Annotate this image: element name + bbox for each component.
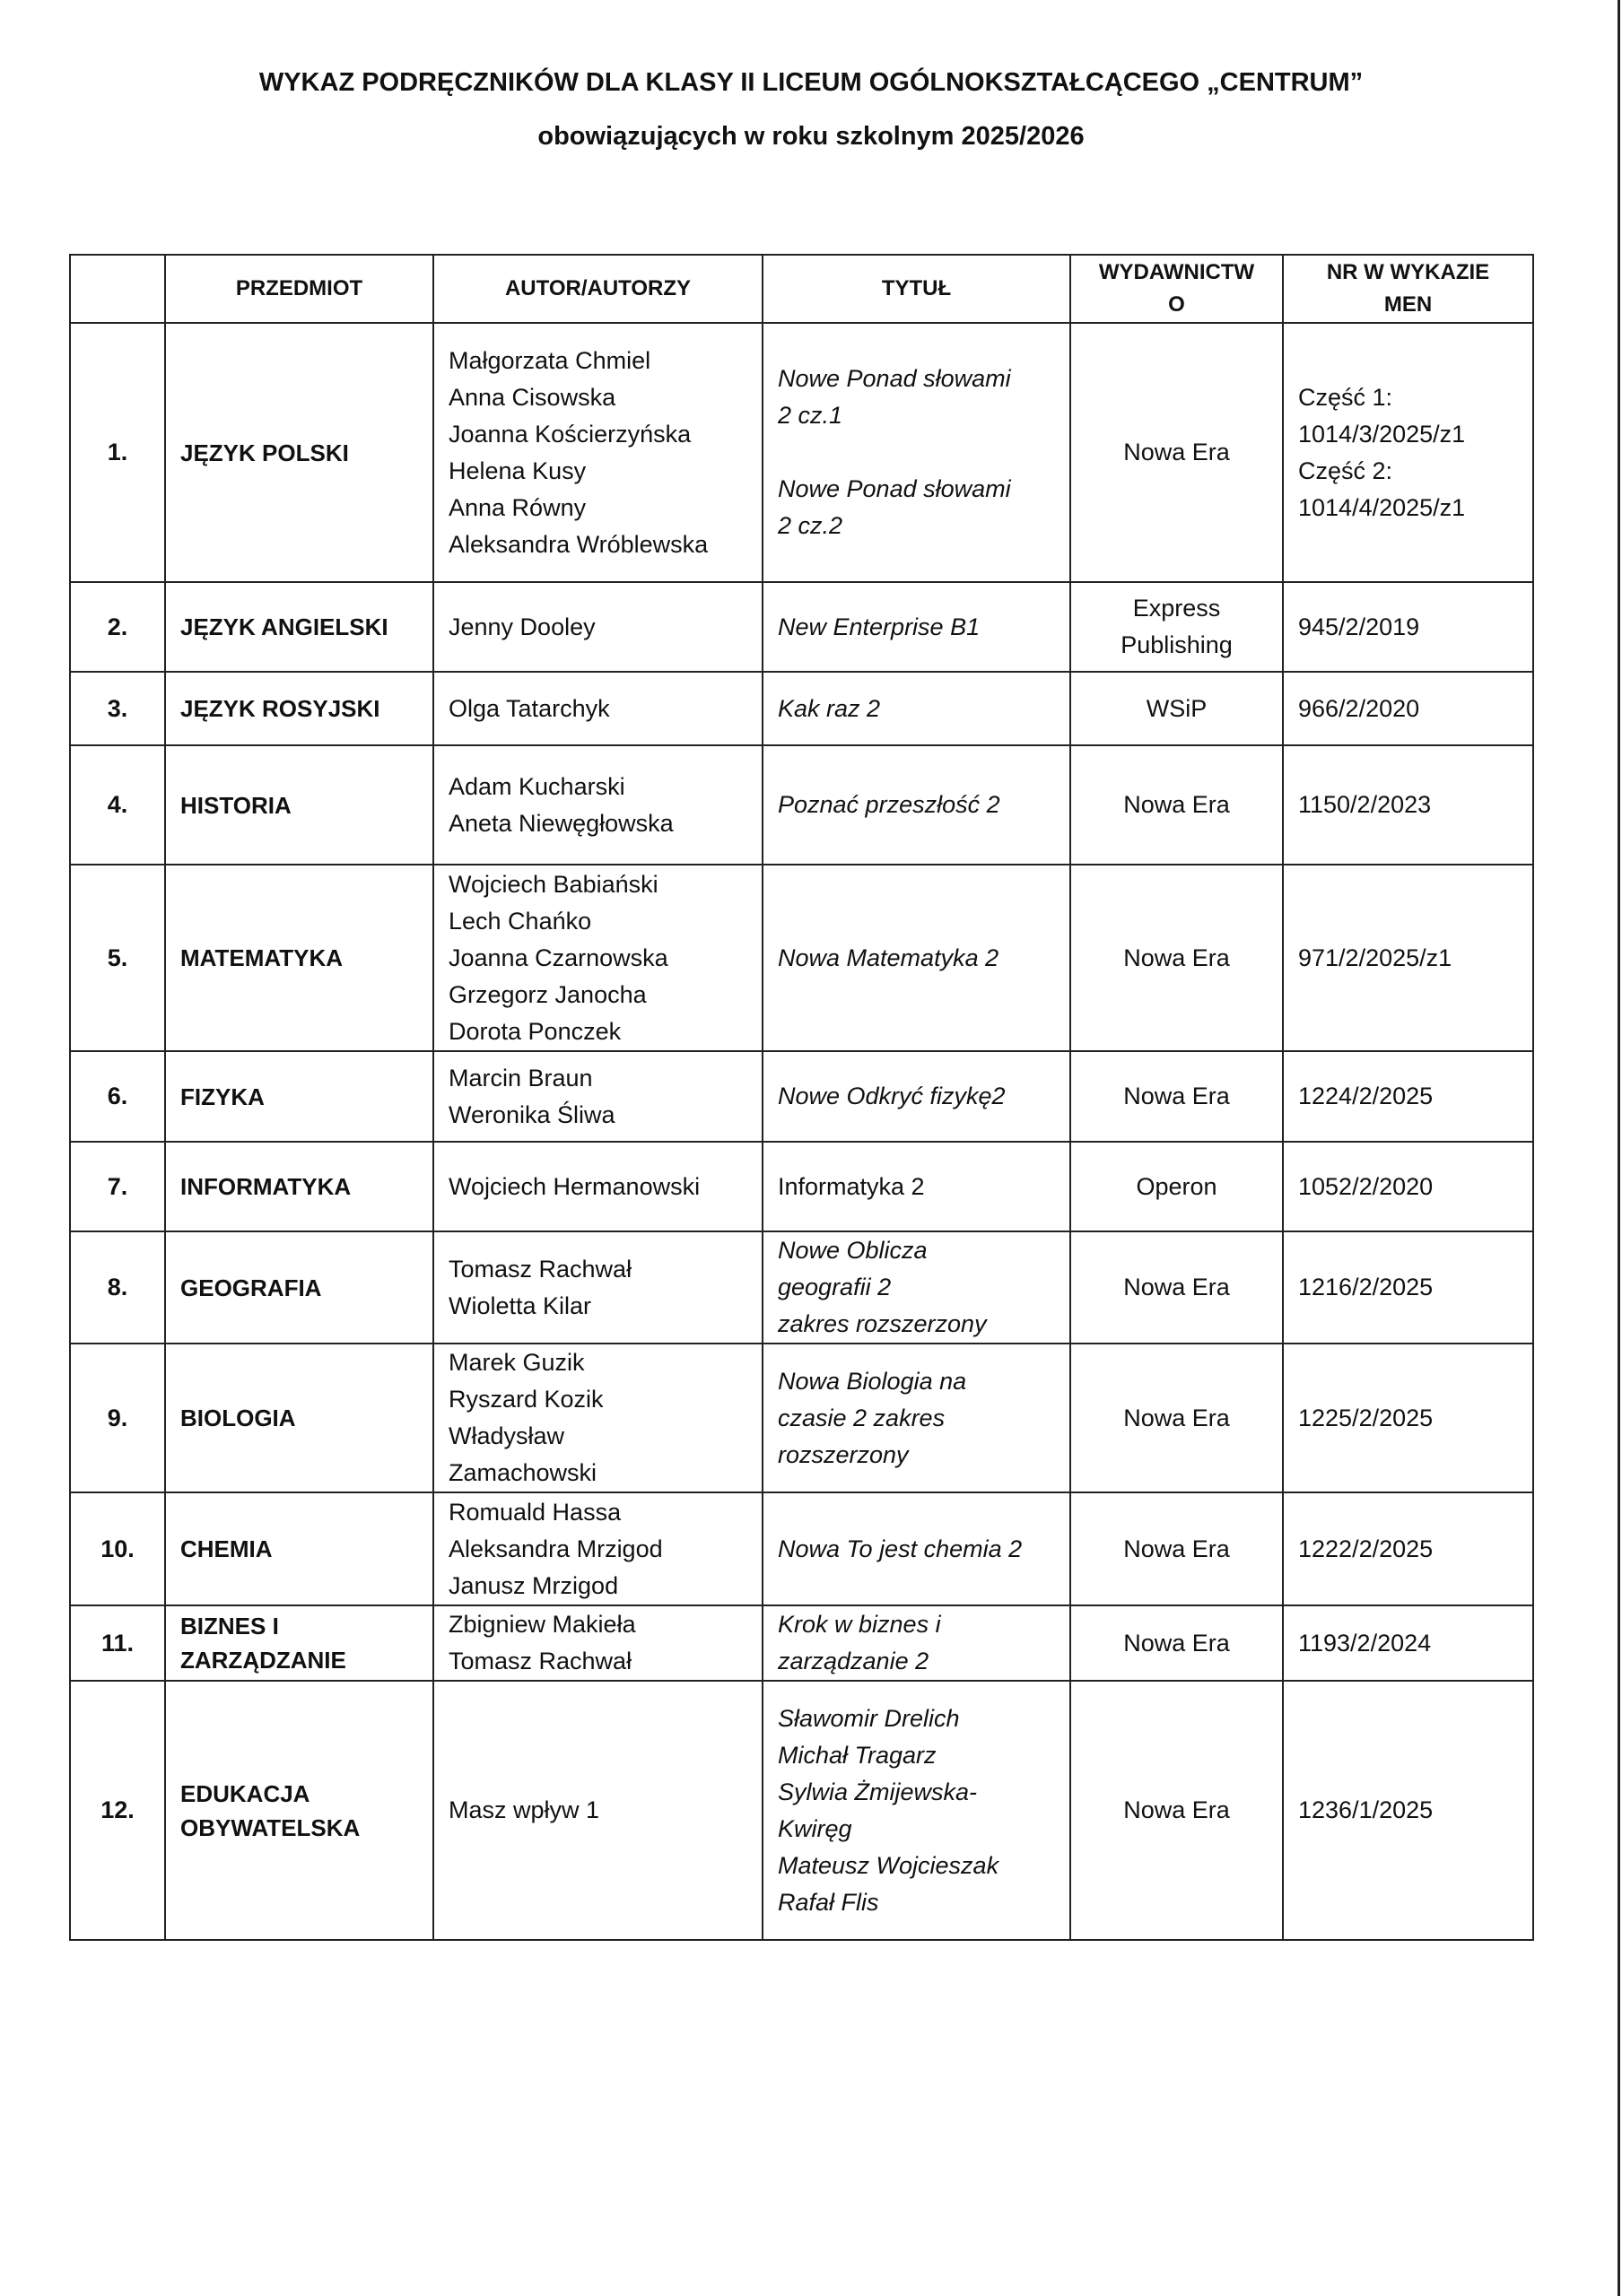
publisher-cell: Nowa Era <box>1069 1680 1284 1941</box>
men-number-cell: 1222/2/2025 <box>1282 1492 1534 1606</box>
title-cell: Informatyka 2 <box>762 1141 1071 1232</box>
subject-cell: MATEMATYKA <box>164 864 434 1052</box>
publisher-cell: Nowa Era <box>1069 1050 1284 1143</box>
title-cell: Nowe Odkryć fizykę2 <box>762 1050 1071 1143</box>
row-number: 3. <box>69 671 166 746</box>
publisher-cell: Express Publishing <box>1069 581 1284 673</box>
men-number-cell: Część 1: 1014/3/2025/z1 Część 2: 1014/4/… <box>1282 322 1534 583</box>
men-number-cell: 945/2/2019 <box>1282 581 1534 673</box>
title-cell: New Enterprise B1 <box>762 581 1071 673</box>
table-row: 5. MATEMATYKA Wojciech Babiański Lech Chań… <box>69 864 1534 1052</box>
authors-cell: Tomasz Rachwał Wioletta Kilar <box>432 1231 763 1344</box>
document-subtitle: obowiązujących w roku szkolnym 2025/2026 <box>537 122 1085 151</box>
row-number: 5. <box>69 864 166 1052</box>
authors-cell: Wojciech Babiański Lech Chańko Joanna Cz… <box>432 864 763 1052</box>
title-cell: Sławomir Drelich Michał Tragarz Sylwia Ż… <box>762 1680 1071 1941</box>
title-cell: Krok w biznes i zarządzanie 2 <box>762 1605 1071 1682</box>
title-cell: Nowa To jest chemia 2 <box>762 1492 1071 1606</box>
header-men-number: NR W WYKAZIE MEN <box>1282 254 1534 324</box>
publisher-cell: Nowa Era <box>1069 744 1284 865</box>
subject-cell: JĘZYK ROSYJSKI <box>164 671 434 746</box>
row-number: 11. <box>69 1605 166 1682</box>
men-number-cell: 1224/2/2025 <box>1282 1050 1534 1143</box>
table-row: 2. JĘZYK ANGIELSKI Jenny Dooley New Enterpr… <box>69 581 1534 673</box>
table-row: 9. BIOLOGIA Marek Guzik Ryszard Kozik Wład… <box>69 1343 1534 1493</box>
table-row: 7. INFORMATYKA Wojciech Hermanowski Informa… <box>69 1141 1534 1232</box>
subject-cell: GEOGRAFIA <box>164 1231 434 1344</box>
subject-cell: FIZYKA <box>164 1050 434 1143</box>
authors-cell: Marcin Braun Weronika Śliwa <box>432 1050 763 1143</box>
table-row: 6. FIZYKA Marcin Braun Weronika Śliwa Nowe … <box>69 1050 1534 1143</box>
header-number <box>69 254 166 324</box>
header-title: TYTUŁ <box>762 254 1071 324</box>
table-row: 4. HISTORIA Adam Kucharski Aneta Niewęgło… <box>69 744 1534 865</box>
subject-cell: CHEMIA <box>164 1492 434 1606</box>
row-number: 10. <box>69 1492 166 1606</box>
header-subject: PRZEDMIOT <box>164 254 434 324</box>
authors-cell: Jenny Dooley <box>432 581 763 673</box>
title-cell: Nowa Matematyka 2 <box>762 864 1071 1052</box>
header-authors: AUTOR/AUTORZY <box>432 254 763 324</box>
authors-cell: Olga Tatarchyk <box>432 671 763 746</box>
row-number: 2. <box>69 581 166 673</box>
men-number-cell: 971/2/2025/z1 <box>1282 864 1534 1052</box>
publisher-cell: Nowa Era <box>1069 1605 1284 1682</box>
authors-cell: Masz wpływ 1 <box>432 1680 763 1941</box>
header-publisher: WYDAWNICTW O <box>1069 254 1284 324</box>
men-number-cell: 966/2/2020 <box>1282 671 1534 746</box>
row-number: 4. <box>69 744 166 865</box>
table-header-row: PRZEDMIOT AUTOR/AUTORZY TYTUŁ WYDAWNICTW… <box>69 254 1534 324</box>
subject-cell: INFORMATYKA <box>164 1141 434 1232</box>
men-number-cell: 1193/2/2024 <box>1282 1605 1534 1682</box>
publisher-cell: Nowa Era <box>1069 1492 1284 1606</box>
subject-cell: BIZNES I ZARZĄDZANIE <box>164 1605 434 1682</box>
document-title: WYKAZ PODRĘCZNIKÓW DLA KLASY II LICEUM O… <box>258 68 1364 97</box>
table-row: 11. BIZNES I ZARZĄDZANIE Zbigniew Makieła … <box>69 1605 1534 1682</box>
row-number: 7. <box>69 1141 166 1232</box>
row-number: 1. <box>69 322 166 583</box>
table-row: 8. GEOGRAFIA Tomasz Rachwał Wioletta Kilar… <box>69 1231 1534 1344</box>
title-cell: Poznać przeszłość 2 <box>762 744 1071 865</box>
authors-cell: Marek Guzik Ryszard Kozik Władysław Zama… <box>432 1343 763 1493</box>
title-cell: Kak raz 2 <box>762 671 1071 746</box>
publisher-cell: Nowa Era <box>1069 1231 1284 1344</box>
row-number: 8. <box>69 1231 166 1344</box>
authors-cell: Zbigniew Makieła Tomasz Rachwał <box>432 1605 763 1682</box>
subject-cell: BIOLOGIA <box>164 1343 434 1493</box>
men-number-cell: 1216/2/2025 <box>1282 1231 1534 1344</box>
table-row: 1. JĘZYK POLSKI Małgorzata Chmiel Anna Cis… <box>69 322 1534 583</box>
table-row: 12. EDUKACJA OBYWATELSKA Masz wpływ 1 Sławo… <box>69 1680 1534 1941</box>
men-number-cell: 1225/2/2025 <box>1282 1343 1534 1493</box>
title-cell: Nowa Biologia na czasie 2 zakres rozszer… <box>762 1343 1071 1493</box>
publisher-cell: Nowa Era <box>1069 322 1284 583</box>
scan-edge <box>1618 0 1620 2296</box>
subject-cell: JĘZYK ANGIELSKI <box>164 581 434 673</box>
row-number: 12. <box>69 1680 166 1941</box>
authors-cell: Wojciech Hermanowski <box>432 1141 763 1232</box>
title-cell: Nowe Ponad słowami 2 cz.1 Nowe Ponad sło… <box>762 322 1071 583</box>
title-cell: Nowe Oblicza geografii 2 zakres rozszerz… <box>762 1231 1071 1344</box>
row-number: 9. <box>69 1343 166 1493</box>
publisher-cell: Nowa Era <box>1069 1343 1284 1493</box>
men-number-cell: 1236/1/2025 <box>1282 1680 1534 1941</box>
publisher-cell: WSiP <box>1069 671 1284 746</box>
publisher-cell: Operon <box>1069 1141 1284 1232</box>
table-row: 10. CHEMIA Romuald Hassa Aleksandra Mrzigo… <box>69 1492 1534 1606</box>
men-number-cell: 1150/2/2023 <box>1282 744 1534 865</box>
publisher-cell: Nowa Era <box>1069 864 1284 1052</box>
authors-cell: Małgorzata Chmiel Anna Cisowska Joanna K… <box>432 322 763 583</box>
textbook-table: PRZEDMIOT AUTOR/AUTORZY TYTUŁ WYDAWNICTW… <box>69 254 1534 1941</box>
men-number-cell: 1052/2/2020 <box>1282 1141 1534 1232</box>
subject-cell: JĘZYK POLSKI <box>164 322 434 583</box>
authors-cell: Romuald Hassa Aleksandra Mrzigod Janusz … <box>432 1492 763 1606</box>
subject-cell: EDUKACJA OBYWATELSKA <box>164 1680 434 1941</box>
subject-cell: HISTORIA <box>164 744 434 865</box>
authors-cell: Adam Kucharski Aneta Niewęgłowska <box>432 744 763 865</box>
row-number: 6. <box>69 1050 166 1143</box>
